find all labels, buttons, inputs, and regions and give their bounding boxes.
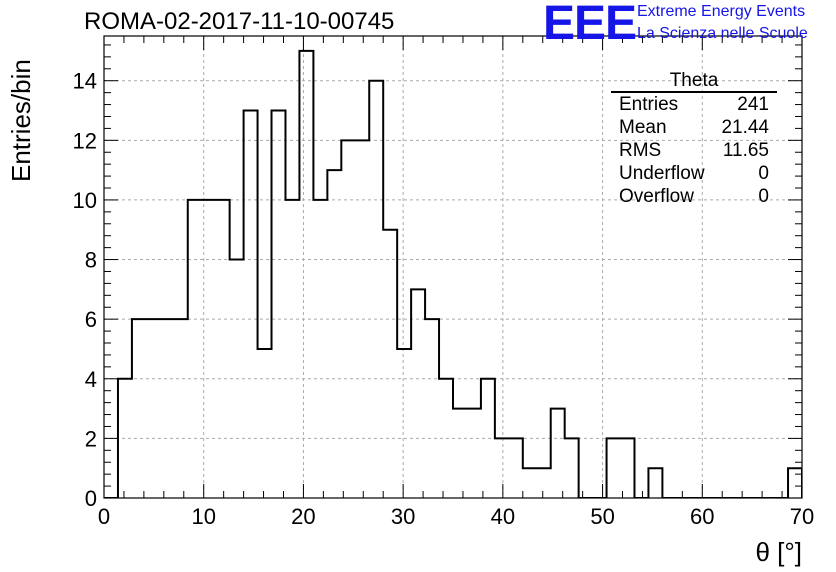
histogram-bin — [788, 468, 802, 498]
stats-value: 0 — [758, 163, 769, 184]
stats-label: Entries — [619, 94, 679, 115]
histogram-bin — [118, 379, 132, 498]
y-tick-label: 10 — [73, 188, 97, 213]
histogram-bin — [369, 81, 383, 498]
histogram-bin — [272, 111, 286, 498]
stats-row-overflow: Overflow 0 — [611, 185, 777, 208]
histogram-bin — [341, 140, 355, 498]
histogram-bin — [495, 438, 509, 498]
histogram-bin — [285, 200, 299, 498]
histogram-bin — [258, 349, 272, 498]
x-tick-label: 30 — [391, 504, 415, 529]
y-tick-label: 0 — [85, 486, 97, 511]
histogram-bin — [467, 409, 481, 498]
histogram-bin — [132, 319, 146, 498]
histogram-bin — [355, 140, 369, 498]
histogram-bin — [397, 349, 411, 498]
y-axis-label: Entries/bin — [6, 59, 36, 182]
x-tick-label: 60 — [690, 504, 714, 529]
histogram-bin — [202, 200, 216, 498]
histogram-bin — [621, 438, 635, 498]
histogram-bin — [216, 200, 230, 498]
x-tick-label: 20 — [291, 504, 315, 529]
plot-frame — [103, 35, 803, 499]
histogram-bin — [188, 200, 202, 498]
histogram-bin — [537, 468, 551, 498]
histogram-bin — [299, 51, 313, 498]
histogram-bin — [327, 170, 341, 498]
stats-box: Theta Entries 241 Mean 21.44 RMS 11.65 U… — [611, 70, 777, 208]
histogram-bin — [453, 409, 467, 498]
stats-label: Underflow — [619, 163, 705, 184]
y-tick-label: 2 — [85, 426, 97, 451]
stats-label: Overflow — [619, 186, 694, 207]
histogram-bin — [439, 379, 453, 498]
y-tick-label: 6 — [85, 307, 97, 332]
histogram-bin — [425, 319, 439, 498]
histogram-bin — [244, 111, 258, 498]
x-tick-label: 40 — [491, 504, 515, 529]
stats-label: Mean — [619, 117, 667, 138]
y-tick-label: 4 — [85, 367, 97, 392]
histogram-bin — [174, 319, 188, 498]
y-tick-label: 14 — [73, 69, 97, 94]
logo-line-2: La Scienza nelle Scuole — [637, 25, 808, 42]
stats-label: RMS — [619, 140, 662, 161]
histogram-bin — [146, 319, 160, 498]
histogram-bin — [509, 438, 523, 498]
eee-logo: EEE — [543, 0, 637, 50]
y-tick-label: 12 — [73, 128, 97, 153]
histogram-bin — [230, 260, 244, 498]
x-tick-label: 10 — [191, 504, 215, 529]
histogram-bin — [607, 438, 621, 498]
stats-value: 0 — [758, 186, 769, 207]
axes — [103, 35, 803, 499]
histogram-bin — [383, 230, 397, 498]
histogram-bin — [411, 289, 425, 498]
stats-title: Theta — [611, 70, 777, 93]
stats-value: 21.44 — [721, 117, 769, 138]
stats-value: 241 — [737, 94, 769, 115]
run-title: ROMA-02-2017-11-10-00745 — [84, 8, 395, 35]
histogram-bin — [313, 200, 327, 498]
stats-value: 11.65 — [722, 140, 769, 161]
histogram-bin — [523, 468, 537, 498]
x-tick-label: 0 — [98, 504, 110, 529]
histogram-bin — [481, 379, 495, 498]
x-tick-label: 50 — [590, 504, 614, 529]
x-tick-label: 70 — [790, 504, 814, 529]
tick-labels: 0 10 20 30 40 50 60 70 0 2 4 6 8 10 12 14 — [73, 69, 815, 529]
stats-row-mean: Mean 21.44 — [611, 116, 777, 139]
histogram-bin — [551, 409, 565, 498]
histogram-series — [104, 49, 802, 498]
histogram-bin — [565, 438, 579, 498]
histogram-bin — [160, 319, 174, 498]
stats-row-entries: Entries 241 — [611, 93, 777, 116]
histogram-bin — [648, 468, 662, 498]
x-axis-label: θ [°] — [755, 537, 802, 567]
logo-line-1: Extreme Energy Events — [637, 3, 806, 20]
stats-row-underflow: Underflow 0 — [611, 162, 777, 185]
stats-row-rms: RMS 11.65 — [611, 139, 777, 162]
y-tick-label: 8 — [85, 248, 97, 273]
histogram-outline — [104, 49, 802, 498]
